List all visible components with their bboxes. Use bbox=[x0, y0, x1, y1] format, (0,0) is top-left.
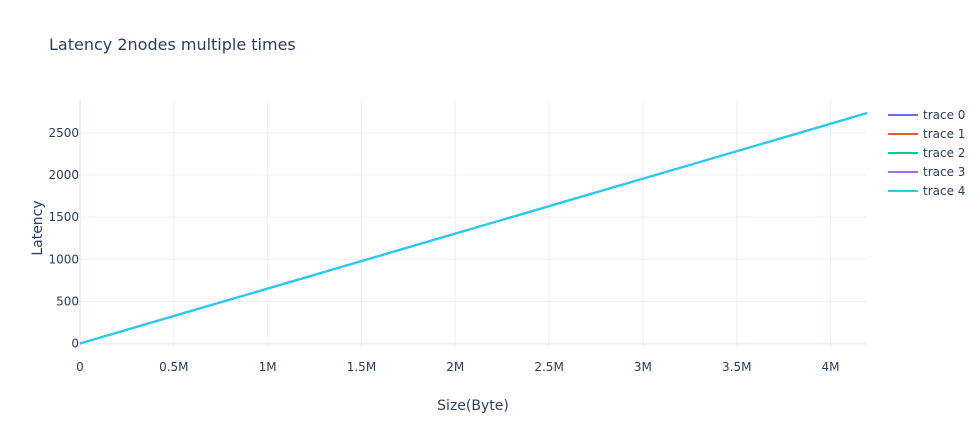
x-axis-title: Size(Byte) bbox=[437, 398, 509, 414]
legend-item-1[interactable]: trace 1 bbox=[888, 127, 965, 141]
x-tick-label: 0.5M bbox=[159, 360, 188, 374]
legend-label: trace 1 bbox=[923, 127, 965, 141]
series-line-4 bbox=[79, 112, 868, 345]
y-tick-label: 1000 bbox=[48, 252, 79, 266]
x-tick-label: 4M bbox=[822, 360, 840, 374]
legend-item-0[interactable]: trace 0 bbox=[888, 108, 965, 122]
x-tick-label: 1M bbox=[259, 360, 277, 374]
legend-item-4[interactable]: trace 4 bbox=[888, 184, 965, 198]
legend-label: trace 4 bbox=[923, 184, 965, 198]
x-tick-label: 2.5M bbox=[534, 360, 563, 374]
x-tick-label: 1.5M bbox=[347, 360, 376, 374]
x-tick-label: 0 bbox=[76, 360, 84, 374]
series-layer bbox=[79, 112, 868, 345]
y-tick-label: 2500 bbox=[48, 126, 79, 140]
y-tick-label: 2000 bbox=[48, 168, 79, 182]
legend[interactable]: trace 0 trace 1 trace 2 trace 3 trace 4 bbox=[888, 108, 965, 198]
chart-title: Latency 2nodes multiple times bbox=[49, 35, 296, 54]
legend-label: trace 0 bbox=[923, 108, 965, 122]
legend-label: trace 2 bbox=[923, 146, 965, 160]
y-tick-label: 500 bbox=[56, 294, 79, 308]
y-tick-label: 1500 bbox=[48, 210, 79, 224]
legend-item-3[interactable]: trace 3 bbox=[888, 165, 965, 179]
x-tick-label: 3M bbox=[634, 360, 652, 374]
tick-layer: 0 0.5M 1M 1.5M 2M 2.5M 3M 3.5M 4M 0 500 1000 1500 200… bbox=[48, 126, 839, 374]
y-axis-title: Latency bbox=[30, 200, 46, 255]
x-tick-label: 2M bbox=[446, 360, 464, 374]
legend-item-2[interactable]: trace 2 bbox=[888, 146, 965, 160]
legend-label: trace 3 bbox=[923, 165, 965, 179]
y-tick-label: 0 bbox=[71, 337, 79, 351]
grid-layer bbox=[79, 100, 867, 347]
x-tick-label: 3.5M bbox=[722, 360, 751, 374]
